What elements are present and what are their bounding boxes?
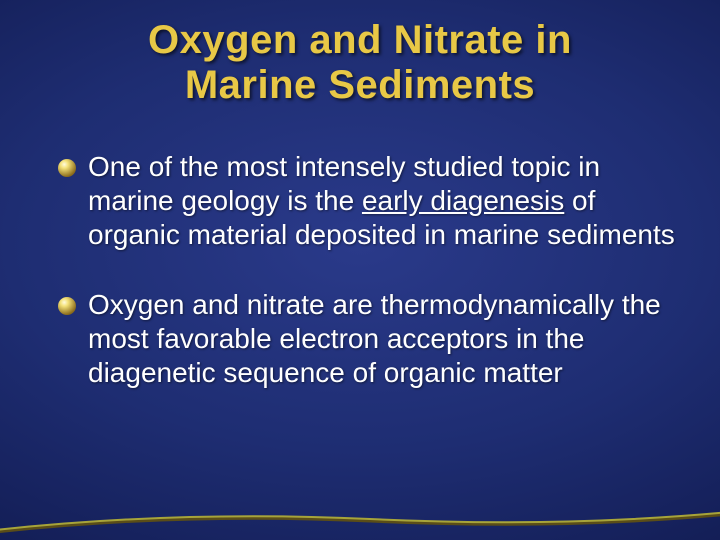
title-line-2: Marine Sediments xyxy=(185,63,535,107)
bullet-list: One of the most intensely studied topic … xyxy=(40,150,680,391)
bullet-item: Oxygen and nitrate are thermodynamically… xyxy=(58,288,680,390)
slide: Oxygen and Nitrate in Marine Sediments O… xyxy=(0,0,720,540)
sphere-bullet-icon xyxy=(56,157,78,179)
slide-title: Oxygen and Nitrate in Marine Sediments xyxy=(40,18,680,108)
bullet-item: One of the most intensely studied topic … xyxy=(58,150,680,252)
decor-swoosh xyxy=(0,506,720,540)
bullet-text-underlined: early diagenesis xyxy=(362,185,564,216)
sphere-bullet-icon xyxy=(56,295,78,317)
bullet-text-pre: Oxygen and nitrate are thermodynamically… xyxy=(88,289,661,388)
title-line-1: Oxygen and Nitrate in xyxy=(148,18,572,62)
